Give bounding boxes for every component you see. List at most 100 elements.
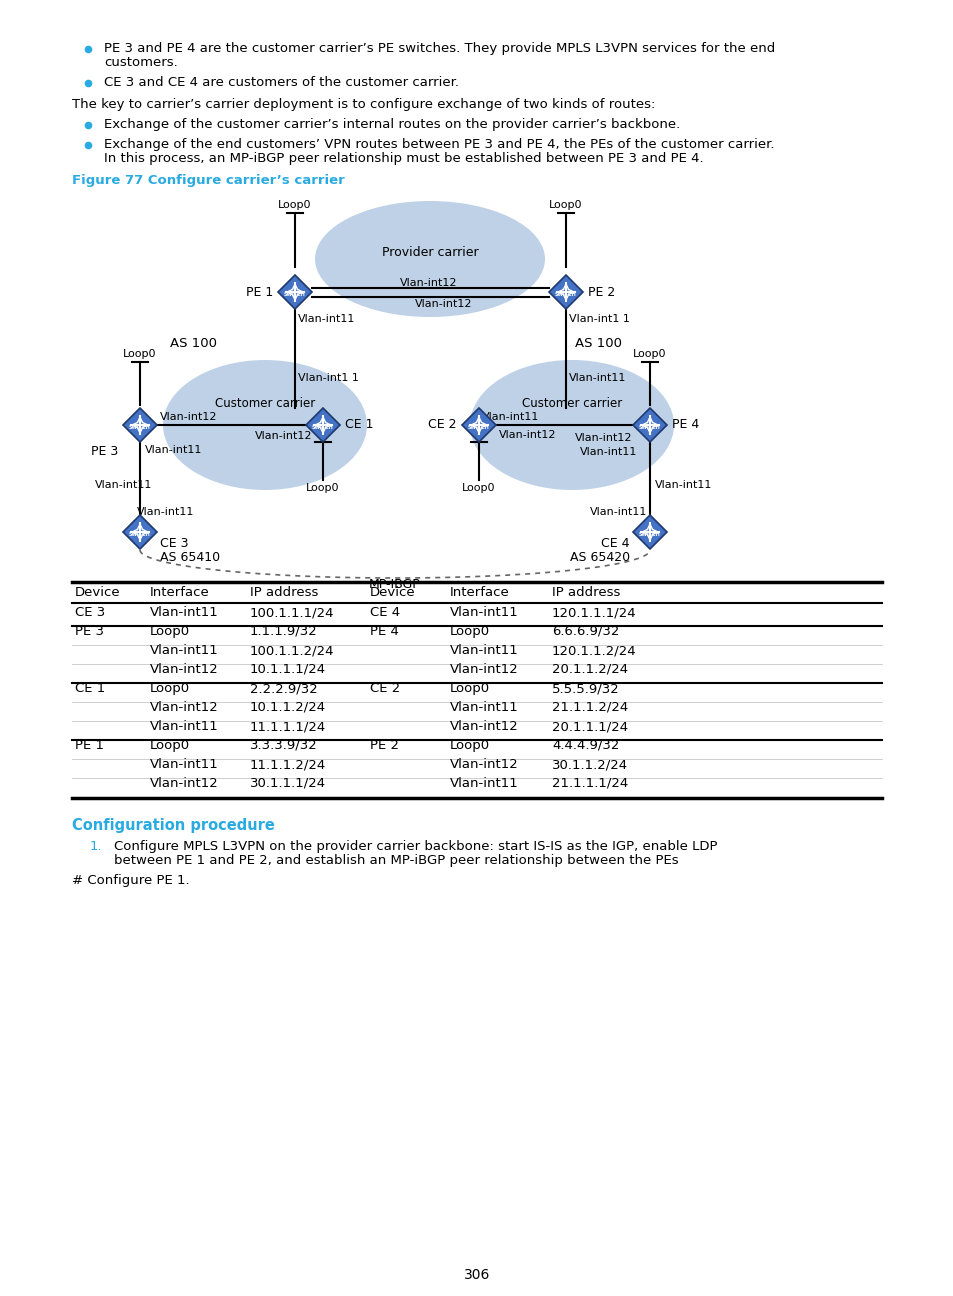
- Text: IP address: IP address: [250, 586, 318, 599]
- Text: Vlan-int12: Vlan-int12: [575, 433, 632, 443]
- Text: 306: 306: [463, 1267, 490, 1282]
- Text: Loop0: Loop0: [150, 682, 190, 695]
- Text: Vlan-int11: Vlan-int11: [450, 607, 518, 619]
- Text: SWITCH: SWITCH: [639, 533, 660, 537]
- Text: SWITCH: SWITCH: [639, 425, 660, 430]
- Text: PE 2: PE 2: [587, 285, 615, 298]
- Text: In this process, an MP-iBGP peer relationship must be established between PE 3 a: In this process, an MP-iBGP peer relatio…: [104, 152, 703, 165]
- Text: CE 4: CE 4: [601, 537, 629, 550]
- Text: 6.6.6.9/32: 6.6.6.9/32: [552, 625, 618, 638]
- Text: CE 3: CE 3: [160, 537, 189, 550]
- Text: Vlan-int11: Vlan-int11: [145, 445, 202, 455]
- Text: Vlan-int1 1: Vlan-int1 1: [297, 373, 358, 384]
- Ellipse shape: [314, 201, 544, 318]
- Text: Loop0: Loop0: [306, 483, 339, 492]
- Text: 20.1.1.1/24: 20.1.1.1/24: [552, 721, 627, 734]
- Text: Vlan-int12: Vlan-int12: [254, 432, 313, 441]
- Text: Vlan-int11: Vlan-int11: [150, 644, 218, 657]
- Text: AS 100: AS 100: [170, 337, 216, 350]
- Text: CE 1: CE 1: [75, 682, 105, 695]
- Text: PE 2: PE 2: [370, 739, 398, 752]
- Text: Loop0: Loop0: [278, 200, 312, 210]
- Text: PE 4: PE 4: [370, 625, 398, 638]
- Text: CE 1: CE 1: [345, 419, 374, 432]
- Text: Vlan-int12: Vlan-int12: [498, 430, 556, 441]
- Text: Figure 77 Configure carrier’s carrier: Figure 77 Configure carrier’s carrier: [71, 174, 344, 187]
- Text: 4.4.4.9/32: 4.4.4.9/32: [552, 739, 618, 752]
- Polygon shape: [123, 408, 157, 442]
- Text: Vlan-int12: Vlan-int12: [450, 758, 518, 771]
- Text: 3.3.3.9/32: 3.3.3.9/32: [250, 739, 317, 752]
- Text: Vlan-int12: Vlan-int12: [450, 664, 518, 677]
- Text: CE 3 and CE 4 are customers of the customer carrier.: CE 3 and CE 4 are customers of the custo…: [104, 76, 458, 89]
- Text: 20.1.1.2/24: 20.1.1.2/24: [552, 664, 627, 677]
- Text: Vlan-int11: Vlan-int11: [589, 507, 646, 517]
- Text: Vlan-int11: Vlan-int11: [450, 778, 518, 791]
- Text: Interface: Interface: [450, 586, 509, 599]
- Text: Vlan-int12: Vlan-int12: [150, 701, 218, 714]
- Text: PE 4: PE 4: [671, 419, 699, 432]
- Text: Vlan-int11: Vlan-int11: [150, 607, 218, 619]
- Text: Configure MPLS L3VPN on the provider carrier backbone: start IS-IS as the IGP, e: Configure MPLS L3VPN on the provider car…: [113, 840, 717, 853]
- Text: Vlan-int12: Vlan-int12: [415, 299, 472, 308]
- Text: PE 3: PE 3: [91, 445, 118, 457]
- Ellipse shape: [163, 360, 367, 490]
- Text: Vlan-int12: Vlan-int12: [150, 778, 218, 791]
- Text: 11.1.1.1/24: 11.1.1.1/24: [250, 721, 326, 734]
- Polygon shape: [277, 275, 312, 308]
- Text: Loop0: Loop0: [123, 349, 156, 359]
- Text: Customer carrier: Customer carrier: [521, 397, 621, 410]
- Text: Configuration procedure: Configuration procedure: [71, 818, 274, 833]
- Text: Vlan-int11: Vlan-int11: [579, 447, 637, 457]
- Text: CE 3: CE 3: [75, 607, 105, 619]
- Text: 30.1.1.2/24: 30.1.1.2/24: [552, 758, 627, 771]
- Text: Vlan-int11: Vlan-int11: [450, 701, 518, 714]
- Text: Vlan-int12: Vlan-int12: [160, 412, 217, 422]
- Text: Exchange of the end customers’ VPN routes between PE 3 and PE 4, the PEs of the : Exchange of the end customers’ VPN route…: [104, 137, 774, 152]
- Text: Vlan-int12: Vlan-int12: [399, 279, 457, 288]
- Text: PE 1: PE 1: [75, 739, 104, 752]
- Text: SWITCH: SWITCH: [129, 425, 151, 430]
- Text: Device: Device: [75, 586, 120, 599]
- Text: 100.1.1.2/24: 100.1.1.2/24: [250, 644, 335, 657]
- Text: customers.: customers.: [104, 56, 177, 69]
- Text: Loop0: Loop0: [450, 625, 490, 638]
- Text: Vlan-int12: Vlan-int12: [150, 664, 218, 677]
- Text: AS 65410: AS 65410: [160, 551, 220, 564]
- Text: Vlan-int1 1: Vlan-int1 1: [568, 314, 629, 324]
- Text: 1.: 1.: [90, 840, 103, 853]
- Text: Device: Device: [370, 586, 416, 599]
- Text: # Configure PE 1.: # Configure PE 1.: [71, 874, 190, 886]
- Text: Loop0: Loop0: [150, 625, 190, 638]
- Text: Loop0: Loop0: [549, 200, 582, 210]
- Text: SWITCH: SWITCH: [555, 292, 577, 297]
- Polygon shape: [633, 408, 666, 442]
- Text: 11.1.1.2/24: 11.1.1.2/24: [250, 758, 326, 771]
- Text: Vlan-int12: Vlan-int12: [450, 721, 518, 734]
- Text: 100.1.1.1/24: 100.1.1.1/24: [250, 607, 335, 619]
- Text: Vlan-int11: Vlan-int11: [655, 480, 712, 490]
- Text: Loop0: Loop0: [450, 682, 490, 695]
- Text: CE 2: CE 2: [370, 682, 400, 695]
- Text: PE 3: PE 3: [75, 625, 104, 638]
- Text: 120.1.1.1/24: 120.1.1.1/24: [552, 607, 636, 619]
- Text: SWITCH: SWITCH: [284, 292, 306, 297]
- Text: Loop0: Loop0: [450, 739, 490, 752]
- Polygon shape: [461, 408, 496, 442]
- Text: Provider carrier: Provider carrier: [381, 246, 477, 259]
- Text: PE 3 and PE 4 are the customer carrier’s PE switches. They provide MPLS L3VPN se: PE 3 and PE 4 are the customer carrier’s…: [104, 41, 775, 54]
- Text: 21.1.1.1/24: 21.1.1.1/24: [552, 778, 628, 791]
- Text: SWITCH: SWITCH: [129, 533, 151, 537]
- Text: 1.1.1.9/32: 1.1.1.9/32: [250, 625, 317, 638]
- Text: Loop0: Loop0: [462, 483, 496, 492]
- Text: Vlan-int11: Vlan-int11: [150, 721, 218, 734]
- Text: 120.1.1.2/24: 120.1.1.2/24: [552, 644, 636, 657]
- Text: Vlan-int11: Vlan-int11: [450, 644, 518, 657]
- Polygon shape: [123, 515, 157, 550]
- Text: 10.1.1.2/24: 10.1.1.2/24: [250, 701, 326, 714]
- Text: 30.1.1.1/24: 30.1.1.1/24: [250, 778, 326, 791]
- Text: Vlan-int11: Vlan-int11: [568, 373, 626, 384]
- Text: Exchange of the customer carrier’s internal routes on the provider carrier’s bac: Exchange of the customer carrier’s inter…: [104, 118, 679, 131]
- Text: IP address: IP address: [552, 586, 619, 599]
- Text: Vlan-int11: Vlan-int11: [481, 412, 538, 422]
